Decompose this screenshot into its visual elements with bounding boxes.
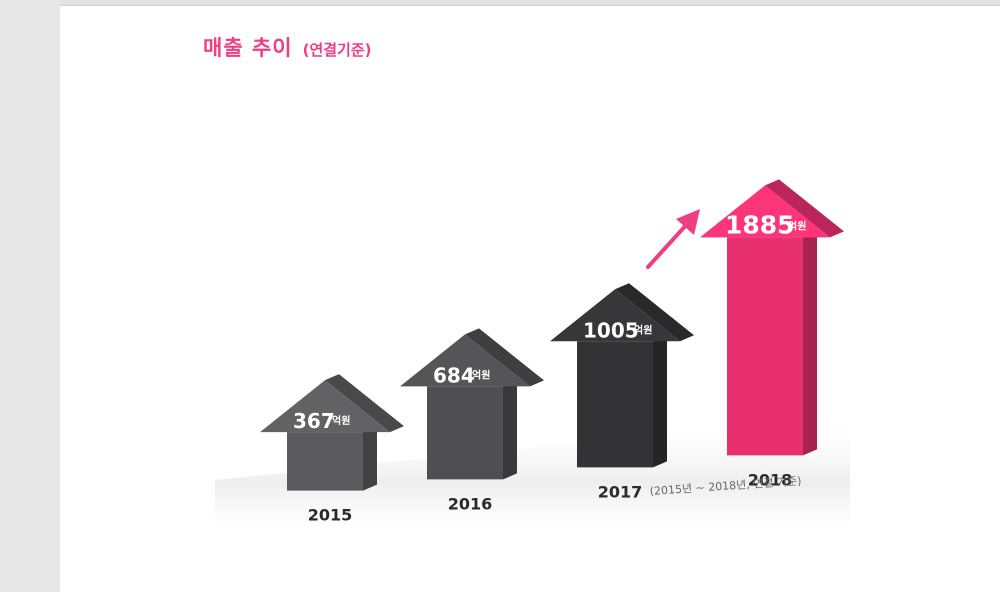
unit-label-2017: 억원 (634, 323, 652, 336)
unit-label-2016: 억원 (472, 368, 490, 381)
value-label-2015: 367 (293, 409, 335, 433)
arrowhead-2016 (400, 334, 530, 387)
unit-label-2015: 억원 (332, 414, 350, 427)
arrowhead-2017 (550, 289, 680, 342)
floor-plane (215, 415, 850, 525)
bar-2016 (427, 386, 503, 480)
revenue-arrow-chart: 367억원2015684억원20161005억원20171885억원2018(2… (215, 179, 850, 525)
unit-label-2018: 억원 (788, 219, 806, 232)
arrowhead-2015 (260, 380, 390, 433)
top-rule (60, 0, 1000, 6)
arrowhead-side-2015 (325, 374, 404, 433)
bar-2017 (577, 341, 653, 468)
year-label-2016: 2016 (448, 494, 493, 513)
bar-side-2018 (803, 231, 817, 456)
value-label-2016: 684 (433, 363, 475, 387)
arrowhead-side-2016 (465, 328, 544, 387)
value-label-2018: 1885 (725, 210, 795, 239)
value-label-2017: 1005 (583, 318, 639, 342)
bar-2015 (287, 432, 363, 491)
bar-2018 (727, 237, 803, 456)
arrowhead-2018 (700, 185, 830, 238)
left-gutter (0, 0, 60, 592)
bar-side-2017 (653, 335, 667, 468)
bar-side-2016 (503, 380, 517, 480)
bar-side-2015 (363, 426, 377, 491)
year-label-2015: 2015 (308, 506, 353, 525)
year-label-2017: 2017 (598, 482, 643, 501)
title-sub: (연결기준) (302, 41, 372, 59)
chart-area: 367 억원 2015 684 억원 2016 1005 억원 2017 1885 억원 2018 (2… (200, 95, 860, 545)
title-main: 매출 추이 (203, 36, 293, 60)
chart-title: 매출 추이 (연결기준) (203, 32, 372, 62)
growth-arrow-head (676, 209, 700, 235)
year-label-2018: 2018 (748, 470, 793, 489)
arrowhead-side-2018 (765, 179, 844, 238)
arrowhead-side-2017 (615, 283, 694, 342)
growth-arrow-line (646, 221, 690, 269)
